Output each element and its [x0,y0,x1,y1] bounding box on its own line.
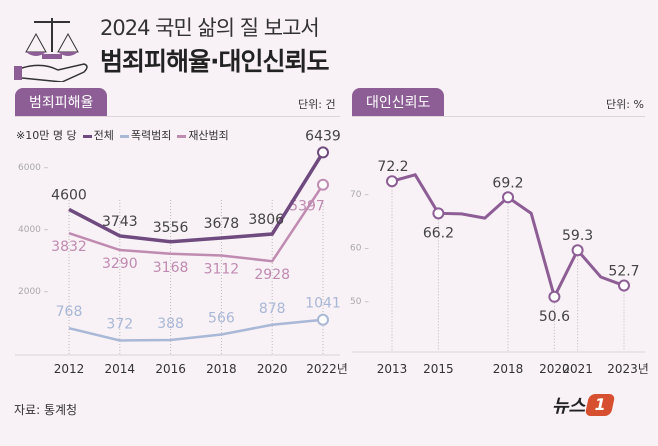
series-line-폭력범죄 [68,318,324,342]
tab-interpersonal-trust: 대인신뢰도 [352,88,445,116]
data-label: 3832 [51,239,87,255]
data-label: 72.2 [377,159,408,175]
data-point [386,175,398,188]
series-line-전체 [68,151,325,244]
data-label: 50.6 [539,309,570,325]
divider [15,116,340,117]
data-label: 3556 [153,220,189,236]
data-label: 66.2 [423,225,454,241]
x-tick-label: 2021 [562,362,593,376]
data-point [432,207,445,220]
legend: ※10만 명 당 전체 폭력범죄 재산범죄 [16,127,229,143]
x-tick-label: 2013 [377,362,408,376]
divider [352,116,645,117]
charts: 6000 –4000 –2000 –2012 2014 2016 2018 2020 20… [15,128,649,376]
y-tick-label: 60 – [350,244,369,254]
data-label: 3290 [102,256,138,272]
y-tick-label: 50 – [350,297,369,307]
infographic-title: 범죄피해율·대인신뢰도 [100,47,329,76]
legend-note: ※10만 명 당 [16,129,77,142]
data-label: 388 [157,316,184,332]
data-label: 768 [56,304,83,320]
news1-logo: 뉴스 1 [552,392,616,418]
x-tick-label: 2020 [257,362,288,376]
data-label: 69.2 [492,175,523,191]
legend-item-total: 전체 [82,127,114,143]
data-label: 59.3 [562,228,593,244]
data-label: 5397 [289,199,325,215]
tab-crime-victimization: 범죄피해율 [15,88,108,116]
series-line-재산범죄 [68,184,325,263]
y-tick-label: 70 – [350,190,369,200]
y-tick-label: 4000 – [18,225,49,235]
x-tick-label: 2014 [105,362,136,376]
data-label: 3743 [102,214,138,230]
data-label: 2928 [254,267,290,283]
scale-hand-icon [14,18,88,82]
x-tick-label: 2022년 [306,362,348,376]
x-tick-label: 2018 [493,362,524,376]
data-point [548,290,561,303]
report-title: 2024 국민 삶의 질 보고서 [100,16,320,40]
unit-label-right: 단위: % [606,98,644,111]
data-point [618,279,630,292]
y-tick-label: 2000 – [18,287,49,297]
data-point [502,191,514,204]
x-tick-label: 2018 [206,362,237,376]
data-label: 3168 [153,260,189,276]
legend-item-violent: 폭력범죄 [119,127,171,143]
x-tick-label: 2016 [155,362,186,376]
unit-label-left: 단위: 건 [298,98,336,111]
data-label: 52.7 [608,264,639,280]
source-note: 자료: 통계청 [14,403,78,417]
data-label: 372 [106,316,133,332]
data-label: 1041 [305,296,341,312]
x-tick-label: 2020 [539,362,570,376]
data-label: 878 [259,301,286,317]
data-label: 6439 [305,128,341,144]
y-tick-label: 6000 – [18,163,49,173]
end-marker [317,146,329,159]
end-marker [317,178,329,191]
legend-item-property: 재산범죄 [177,127,229,143]
data-label: 3678 [204,216,240,232]
data-label: 3806 [248,212,284,228]
end-marker [317,313,329,326]
data-point [571,244,584,257]
x-tick-label: 2023년 [607,362,649,376]
data-label: 566 [208,310,235,326]
x-tick-label: 2012 [54,362,85,376]
data-label: 4600 [51,187,87,203]
data-label: 3112 [204,262,240,278]
x-tick-label: 2015 [423,362,454,376]
